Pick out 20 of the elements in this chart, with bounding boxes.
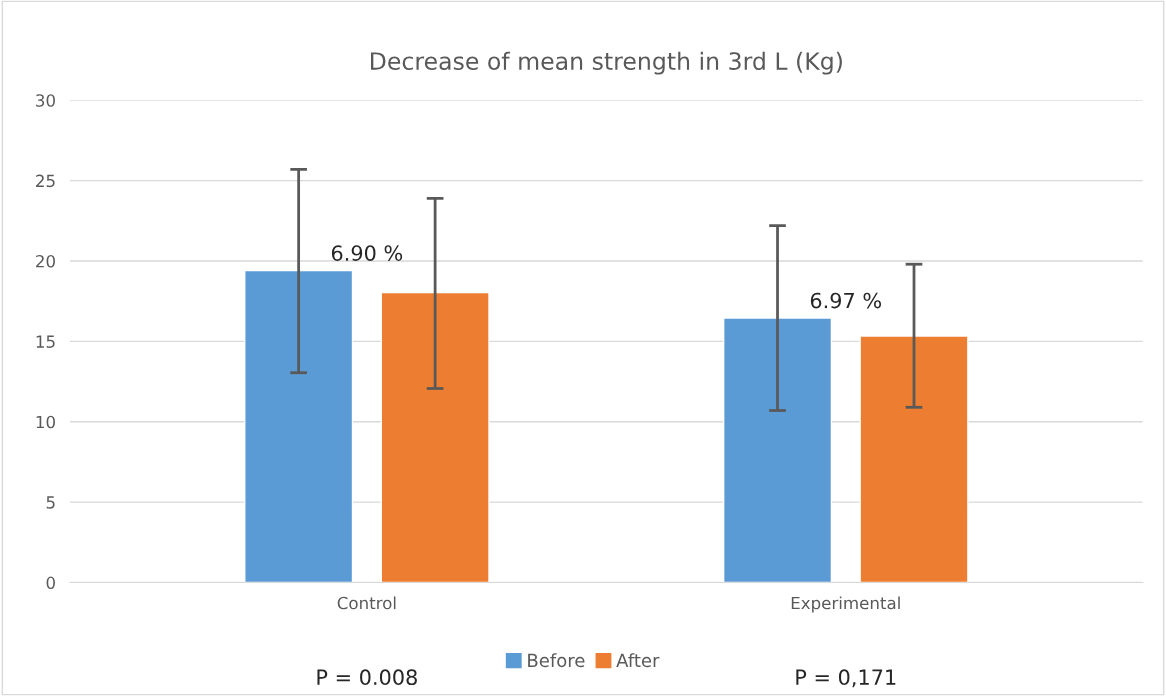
bar bbox=[859, 335, 969, 583]
bar bbox=[722, 317, 833, 583]
legend-label: After bbox=[616, 653, 660, 668]
y-tick-label: 0 bbox=[46, 576, 55, 590]
bar bbox=[380, 291, 490, 583]
text: P = 0,171 bbox=[796, 669, 896, 688]
x-tick-label: Experimental bbox=[791, 596, 900, 613]
text: P = 0.008 bbox=[317, 669, 417, 686]
legend-label: Before bbox=[528, 653, 585, 668]
y-tick-label: 25 bbox=[36, 174, 55, 188]
bar bbox=[244, 269, 354, 583]
y-tick-label: 10 bbox=[36, 415, 55, 429]
chart-title: Decrease of mean strength in 3rd L (Kg) bbox=[371, 51, 842, 75]
x-tick-label: Control bbox=[337, 596, 396, 610]
y-tick-label: 15 bbox=[36, 335, 55, 348]
y-tick-label: 5 bbox=[46, 496, 55, 509]
y-tick-label: 20 bbox=[36, 254, 55, 268]
y-tick-label: 30 bbox=[36, 94, 55, 107]
annotation: 6.97 % bbox=[810, 292, 882, 309]
annotation: 6.90 % bbox=[331, 245, 403, 261]
